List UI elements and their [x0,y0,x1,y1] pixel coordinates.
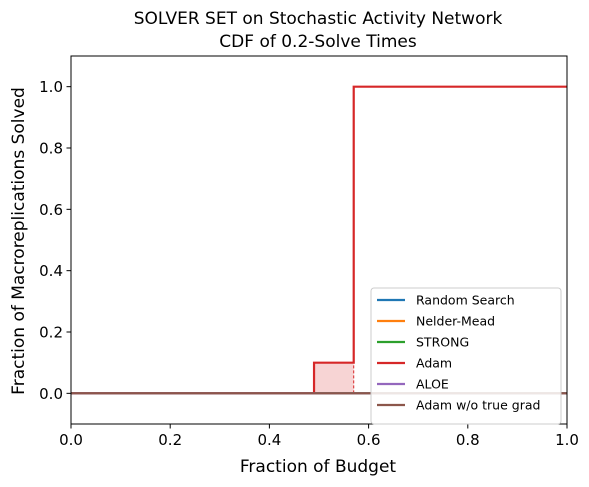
legend-label: Adam w/o true grad [416,398,540,413]
x-tick-label: 0.6 [357,431,381,449]
y-tick-label: 0.0 [39,385,63,403]
x-axis-label: Fraction of Budget [240,457,397,477]
x-tick-label: 0.2 [158,431,182,449]
x-axis-ticks: 0.0 0.2 0.4 0.6 0.8 1.0 [59,424,579,449]
y-tick-label: 0.2 [39,324,63,342]
y-tick-label: 0.4 [39,262,63,280]
confidence-band-layer [314,362,355,394]
y-tick-label: 1.0 [39,78,63,96]
confidence-band [314,362,354,394]
legend-label: Adam [416,356,452,371]
x-tick-label: 0.4 [257,431,281,449]
y-tick-label: 0.6 [39,201,63,219]
legend-box [370,287,562,425]
x-tick-label: 0.0 [59,431,83,449]
axes-frame [70,55,568,425]
legend-label: ALOE [416,377,449,392]
y-axis-ticks: 0.0 0.2 0.4 0.6 0.8 1.0 [39,78,71,403]
legend-label: Random Search [416,293,515,308]
legend: Random Search Nelder-Mead STRONG Adam ALOE Ad… [370,287,562,425]
chart-title-line1: SOLVER SET on Stochastic Activity Networ… [134,9,503,29]
legend-label: Nelder-Mead [416,314,495,329]
y-axis-label: Fraction of Macroreplications Solved [9,87,29,395]
x-tick-label: 0.8 [456,431,480,449]
chart-title-line2: CDF of 0.2-Solve Times [219,32,417,52]
legend-label: STRONG [416,335,469,350]
y-tick-label: 0.8 [39,140,63,158]
x-tick-label: 1.0 [555,431,579,449]
